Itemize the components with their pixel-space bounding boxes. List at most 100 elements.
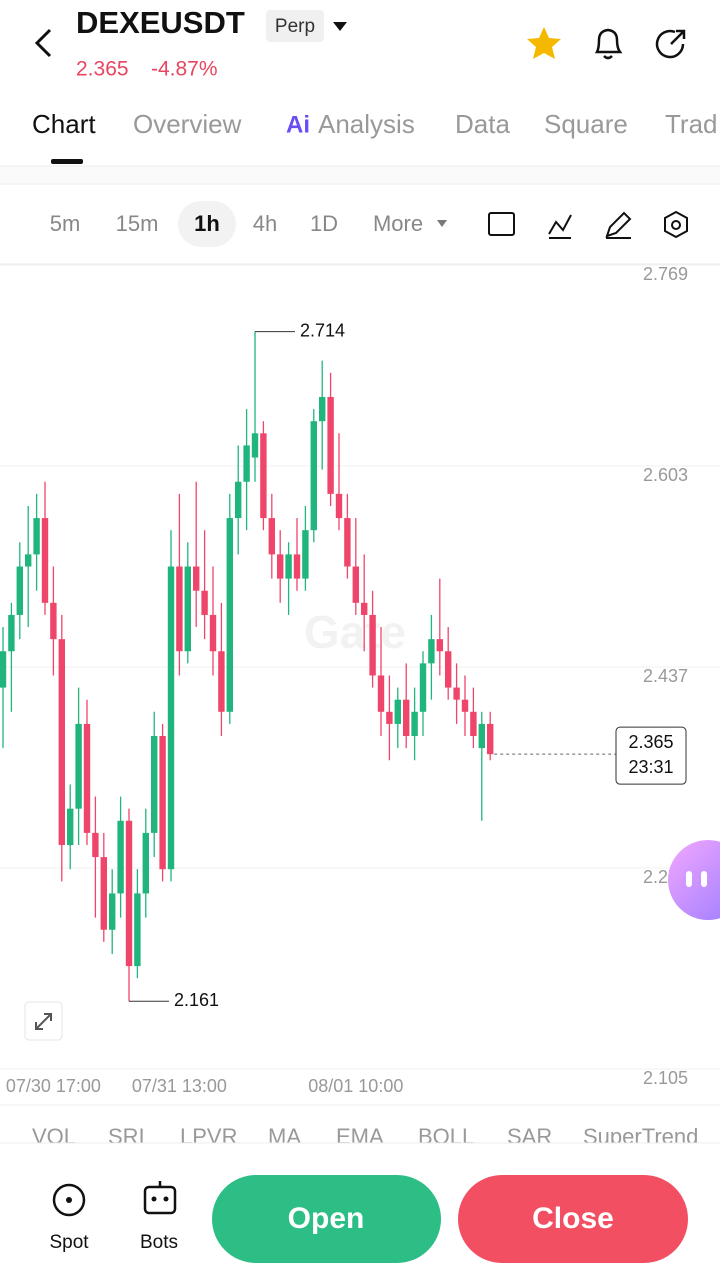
close-button[interactable]	[458, 1175, 688, 1263]
candle-body	[16, 566, 23, 615]
interval[interactable]: 5m	[50, 211, 81, 236]
candle-body	[117, 820, 124, 894]
tool-icon[interactable]	[671, 220, 681, 230]
candle-body	[218, 651, 225, 712]
candle-body	[445, 651, 452, 688]
interval[interactable]: 1D	[310, 211, 338, 236]
tool-icon[interactable]	[605, 211, 632, 239]
candle-body	[8, 614, 15, 652]
tab[interactable]: Square	[544, 109, 628, 139]
candle-body	[285, 554, 292, 579]
candle-body	[151, 736, 158, 833]
share[interactable]	[655, 29, 686, 59]
candle-body	[352, 566, 359, 603]
tab[interactable]: Trad	[665, 109, 718, 139]
candle-body	[176, 566, 183, 652]
candle-body	[243, 445, 250, 482]
tool-icon[interactable]	[664, 210, 688, 239]
candle-body	[58, 639, 65, 845]
open-label[interactable]: Open	[288, 1202, 365, 1235]
candle-body	[41, 518, 49, 603]
tab[interactable]: Analysis	[318, 109, 415, 139]
candle-body	[167, 566, 175, 870]
candle-body	[83, 723, 91, 833]
candle-body	[436, 639, 443, 652]
candle-body	[470, 711, 477, 737]
back-button[interactable]	[34, 28, 52, 58]
candle-body	[461, 699, 469, 712]
candle-body	[109, 893, 116, 930]
last-price-box	[615, 726, 687, 785]
close-label[interactable]: Close	[532, 1202, 614, 1235]
interval[interactable]: More	[373, 211, 423, 236]
candle-body	[335, 493, 343, 519]
x-tick-label: 07/31 13:00	[132, 1076, 227, 1096]
x-tick-label: 07/30 17:00	[6, 1076, 101, 1096]
candle-body	[75, 723, 82, 809]
candle-body	[319, 396, 326, 422]
pair-title: DEXEUSDT	[76, 5, 245, 40]
candle-body	[209, 614, 217, 652]
assistant-bubble[interactable]	[668, 840, 720, 920]
bots-eye	[163, 1196, 169, 1202]
y-tick-label: 2.769	[643, 264, 688, 284]
candle-body	[293, 554, 301, 579]
tab[interactable]: Data	[455, 109, 510, 139]
candle-body	[251, 433, 259, 458]
tool-icon[interactable]	[488, 212, 515, 236]
tool-icon[interactable]	[548, 214, 572, 239]
assistant-eye	[686, 871, 692, 887]
x-tick-label: 08/01 10:00	[308, 1076, 403, 1096]
candle-body	[92, 832, 99, 858]
assistant-eye	[701, 871, 707, 887]
spot-icon-dot	[66, 1197, 72, 1203]
candle-body	[134, 893, 141, 967]
high-label: 2.714	[300, 320, 345, 340]
change: -4.87%	[151, 58, 218, 81]
candle-body	[0, 651, 7, 688]
badge: Perp	[275, 16, 315, 37]
tab[interactable]: Overview	[133, 109, 242, 139]
bots-label[interactable]: Bots	[140, 1232, 178, 1253]
candle-body	[268, 518, 275, 555]
interval-selected	[178, 201, 236, 247]
tab-underline	[51, 159, 83, 164]
candle-body	[369, 614, 376, 676]
candle-body	[25, 554, 32, 567]
last-price: 2.365	[628, 732, 673, 752]
price: 2.365	[76, 58, 129, 81]
open-button[interactable]	[212, 1175, 441, 1263]
candle-body	[419, 663, 427, 712]
interval[interactable]: 15m	[116, 211, 159, 236]
watermark: Gate	[304, 606, 406, 658]
candle-body	[277, 554, 284, 579]
toolbar	[488, 210, 688, 239]
candle-body	[125, 820, 133, 967]
bell[interactable]	[594, 28, 623, 60]
interval[interactable]: 4h	[253, 211, 277, 236]
candle-body	[310, 421, 317, 531]
candle-body	[159, 736, 166, 870]
candle-body	[411, 711, 418, 737]
candle-body	[67, 808, 74, 845]
tab[interactable]: Chart	[32, 109, 96, 139]
candle-body	[142, 832, 149, 894]
spot-icon[interactable]	[52, 1183, 86, 1217]
dropdown[interactable]	[333, 22, 347, 31]
candle-body	[201, 590, 208, 615]
candle-body	[260, 433, 267, 519]
spot-label[interactable]: Spot	[49, 1232, 89, 1253]
intervals: 5m 15m 1h 4h 1D More	[50, 211, 423, 236]
candle-body	[386, 711, 393, 724]
more-caret[interactable]	[437, 220, 447, 227]
countdown: 23:31	[628, 757, 673, 777]
candle-body	[327, 396, 334, 494]
candle-body	[302, 530, 309, 579]
y-tick-label: 2.603	[643, 465, 688, 485]
y-tick-label: 2.437	[643, 666, 688, 686]
candle-body	[428, 639, 435, 664]
candle-body	[394, 699, 401, 724]
interval[interactable]: 1h	[194, 211, 220, 236]
candle-body	[193, 566, 200, 591]
star[interactable]	[527, 27, 561, 59]
